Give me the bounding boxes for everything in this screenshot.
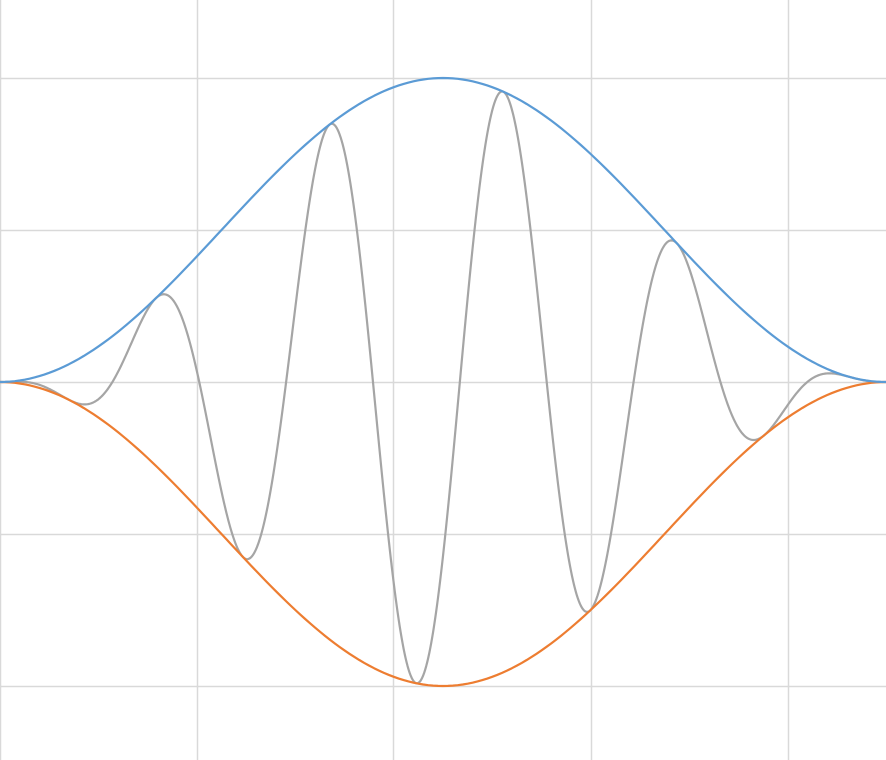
- series-line-wave-packet: [0, 91, 886, 683]
